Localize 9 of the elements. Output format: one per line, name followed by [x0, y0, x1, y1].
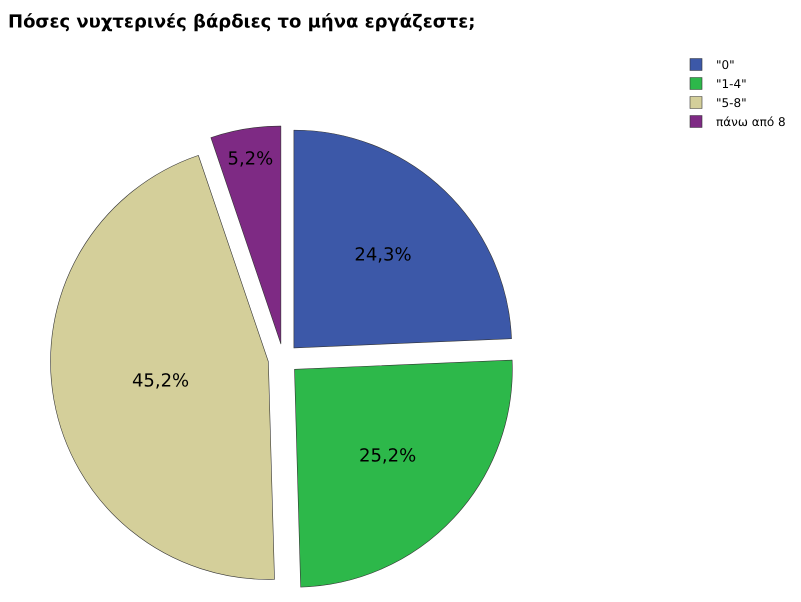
legend-label: "5-8"	[716, 96, 747, 110]
legend-label: "1-4"	[716, 77, 747, 92]
data-label: 24,3%	[354, 244, 412, 266]
legend-label: πάνω από 8	[716, 115, 786, 130]
data-label: 5,2%	[228, 148, 274, 170]
legend-label: "0"	[716, 58, 735, 72]
chart-title: Πόσες νυχτερινές βάρδιες το μήνα εργάζεστε;	[8, 12, 476, 33]
data-label: 25,2%	[358, 446, 416, 467]
data-label: 45,2%	[132, 370, 190, 392]
